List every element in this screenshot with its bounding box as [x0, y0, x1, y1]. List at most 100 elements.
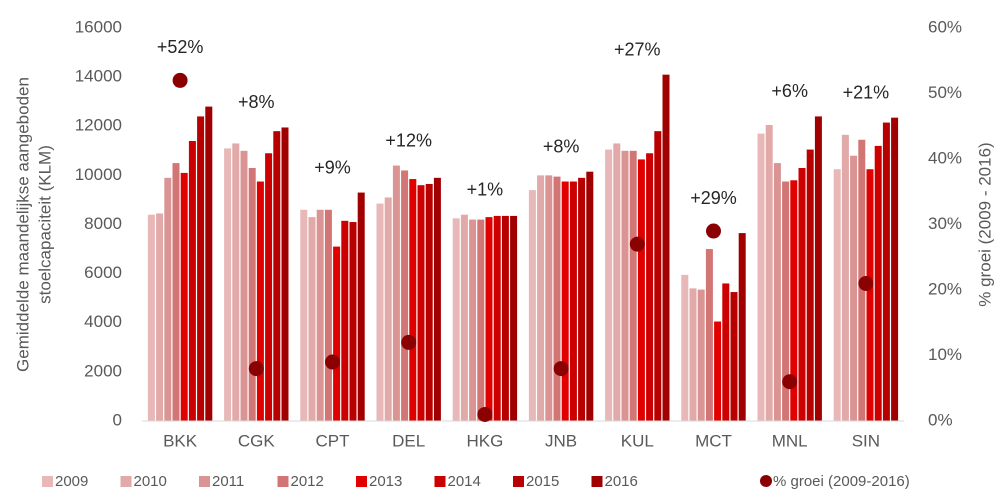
bar: [477, 219, 485, 421]
legend-label: 2010: [134, 473, 167, 490]
value-label: +12%: [385, 130, 432, 150]
bar: [425, 183, 433, 421]
bar: [782, 181, 790, 421]
bar: [537, 175, 545, 421]
bar: [401, 170, 409, 421]
bar: [485, 217, 493, 421]
bar: [798, 168, 806, 421]
legend-marker: [277, 476, 289, 487]
bar: [188, 140, 196, 422]
bar: [806, 149, 814, 421]
bar: [164, 177, 172, 421]
growth-dot: [172, 72, 188, 88]
bar: [891, 117, 899, 421]
y2-tick-label: 30%: [928, 214, 962, 233]
bar: [545, 175, 553, 421]
bar: [300, 209, 308, 421]
bar: [308, 217, 316, 421]
bar: [561, 181, 569, 421]
bar: [765, 125, 773, 421]
bar: [324, 209, 332, 421]
bar: [586, 171, 594, 421]
legend-marker: [591, 476, 603, 487]
y-tick-label: 4000: [84, 312, 122, 331]
value-label: +29%: [690, 188, 737, 208]
bar: [147, 214, 155, 421]
legend-label: 2013: [369, 473, 402, 490]
growth-dot: [477, 406, 493, 422]
legend-label: % groei (2009-2016): [773, 473, 910, 490]
bar: [433, 177, 441, 421]
bar: [629, 150, 637, 421]
bar: [874, 145, 882, 421]
bar: [569, 181, 577, 421]
growth-dot: [248, 361, 264, 377]
y2-tick-label: 50%: [928, 83, 962, 102]
y-tick-label: 12000: [75, 116, 122, 135]
bar: [528, 190, 536, 421]
x-tick-label: HKG: [466, 431, 503, 450]
bar: [240, 150, 248, 421]
bar: [841, 134, 849, 422]
value-label: +1%: [467, 179, 504, 199]
growth-dot: [858, 275, 874, 291]
bar: [681, 274, 689, 421]
bar: [866, 169, 874, 421]
value-label: +21%: [843, 82, 890, 102]
growth-dot: [706, 223, 721, 239]
bar: [705, 249, 713, 421]
bar: [637, 159, 645, 422]
bar: [341, 220, 349, 421]
y2-tick-label: 10%: [928, 345, 962, 364]
bar: [180, 172, 188, 421]
value-label: +9%: [314, 157, 351, 177]
legend-label: 2012: [291, 473, 324, 490]
value-label: +6%: [771, 81, 808, 101]
x-tick-label: BKK: [163, 431, 198, 450]
bar: [510, 215, 518, 421]
legend-label: 2014: [448, 473, 481, 490]
bar: [814, 116, 822, 422]
y-tick-label: 0: [113, 410, 122, 429]
x-tick-label: CPT: [316, 431, 350, 450]
growth-dot: [553, 361, 569, 377]
legend-marker: [760, 475, 772, 487]
legend-label: 2015: [526, 473, 559, 490]
bar: [224, 148, 232, 421]
legend-marker: [513, 476, 524, 487]
value-label: +52%: [157, 37, 204, 57]
bar: [621, 150, 629, 421]
y-axis-title: Gemiddelde maandelijkse aangeboden: [13, 77, 32, 372]
bar: [662, 74, 670, 421]
bar: [376, 203, 384, 421]
bar: [392, 165, 400, 421]
bar: [349, 222, 357, 421]
bar: [553, 176, 561, 421]
y2-tick-label: 40%: [928, 148, 962, 167]
legend-label: 2011: [212, 473, 244, 490]
bar: [578, 177, 586, 421]
bar: [248, 168, 256, 421]
bar: [605, 149, 613, 421]
bar: [384, 197, 392, 421]
y2-axis-title: % groei (2009 - 2016): [975, 142, 994, 306]
value-label: +8%: [238, 92, 275, 112]
x-tick-label: SIN: [852, 431, 880, 450]
bar: [409, 179, 417, 421]
bar: [156, 213, 164, 421]
bar: [790, 180, 798, 421]
x-tick-label: JNB: [545, 431, 577, 450]
legend-marker: [434, 476, 446, 487]
bar: [417, 185, 425, 421]
y-tick-label: 10000: [75, 165, 122, 184]
bar: [654, 131, 662, 421]
growth-dot: [401, 334, 417, 350]
y2-tick-label: 60%: [928, 17, 962, 36]
bar: [697, 289, 705, 421]
bar: [273, 131, 281, 421]
y-tick-label: 8000: [84, 214, 122, 233]
legend-marker: [120, 476, 132, 487]
bar: [357, 192, 365, 421]
y-tick-label: 16000: [75, 17, 122, 36]
